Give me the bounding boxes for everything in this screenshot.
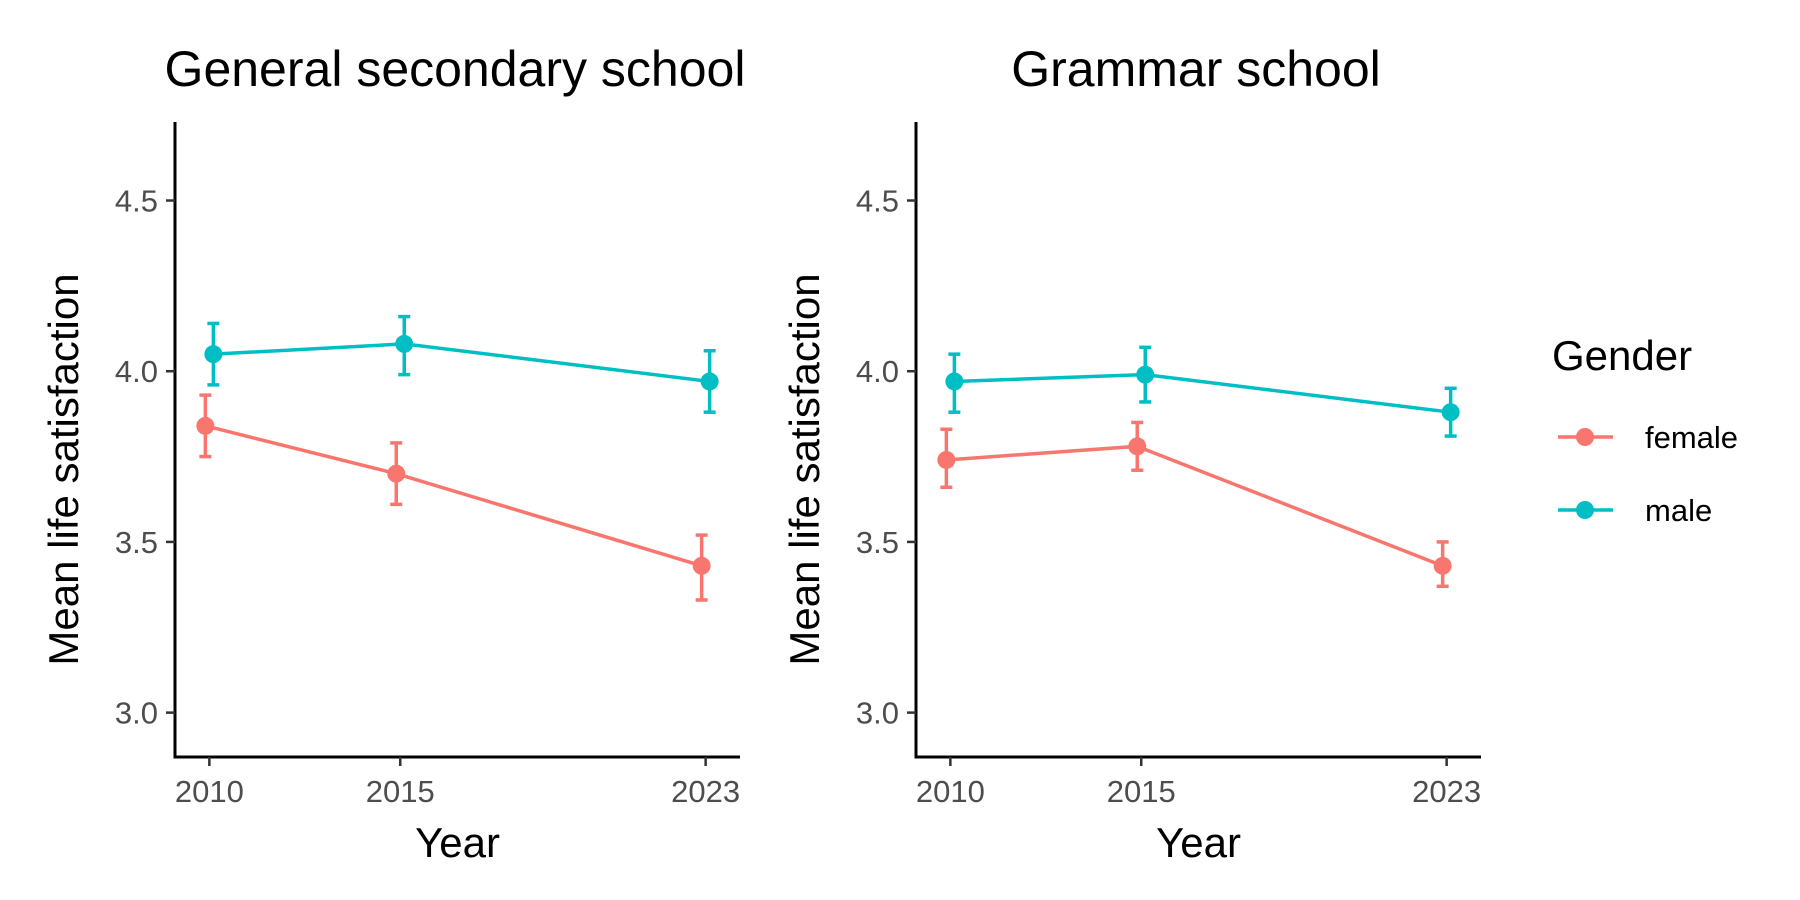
data-point-female <box>1433 556 1452 575</box>
x-axis-title: Year <box>1156 819 1241 866</box>
legend-key-point-male <box>1576 501 1594 519</box>
y-tick-label: 3.5 <box>856 525 899 560</box>
series-line-female <box>204 424 703 568</box>
legend-key-point-female <box>1576 428 1594 446</box>
data-point-male <box>945 372 964 391</box>
x-tick-label: 2010 <box>175 774 244 809</box>
x-tick-label: 2023 <box>1412 774 1481 809</box>
x-tick-label: 2023 <box>671 774 740 809</box>
panel-general: General secondary school 3.0 3.5 4.0 4.5 2010… <box>40 41 745 866</box>
chart-panels: General secondary school 3.0 3.5 4.0 4.5 2010… <box>40 41 1481 866</box>
series-female <box>937 420 1452 589</box>
data-point-female <box>1128 437 1147 456</box>
x-tick-label: 2015 <box>366 774 435 809</box>
series-male <box>204 314 719 414</box>
y-tick-label: 4.5 <box>856 184 899 219</box>
series-male <box>945 345 1460 438</box>
y-tick-label: 3.5 <box>115 525 158 560</box>
series-line-female <box>946 444 1444 568</box>
y-tick-label: 4.0 <box>856 354 899 389</box>
data-point-female <box>692 556 711 575</box>
legend-label-male: male <box>1645 493 1712 528</box>
series-line-male <box>213 342 710 384</box>
panel-title: Grammar school <box>1011 41 1381 97</box>
data-point-male <box>700 372 719 391</box>
x-tick-label: 2015 <box>1107 774 1176 809</box>
y-tick-label: 4.5 <box>115 184 158 219</box>
y-tick-label: 4.0 <box>115 354 158 389</box>
data-point-female <box>937 450 956 469</box>
y-axis-title: Mean life satisfaction <box>781 273 828 665</box>
data-point-male <box>1136 365 1155 384</box>
y-axis-title: Mean life satisfaction <box>40 273 87 665</box>
legend-label-female: female <box>1645 420 1738 455</box>
series-line-male <box>954 372 1451 414</box>
data-point-male <box>395 334 414 353</box>
y-tick-label: 3.0 <box>115 696 158 731</box>
data-point-female <box>387 464 406 483</box>
x-tick-label: 2010 <box>916 774 985 809</box>
y-tick-label: 3.0 <box>856 696 899 731</box>
panel-grammar: Grammar school 3.0 3.5 4.0 4.5 2010 2015 2023 Ye… <box>781 41 1481 866</box>
panel-title: General secondary school <box>165 41 746 97</box>
legend: Gender female male <box>1552 332 1738 528</box>
legend-title: Gender <box>1552 332 1692 379</box>
data-point-female <box>196 416 215 435</box>
series-female <box>196 393 711 602</box>
x-axis-title: Year <box>415 819 500 866</box>
data-point-male <box>204 345 223 364</box>
data-point-male <box>1441 403 1460 422</box>
